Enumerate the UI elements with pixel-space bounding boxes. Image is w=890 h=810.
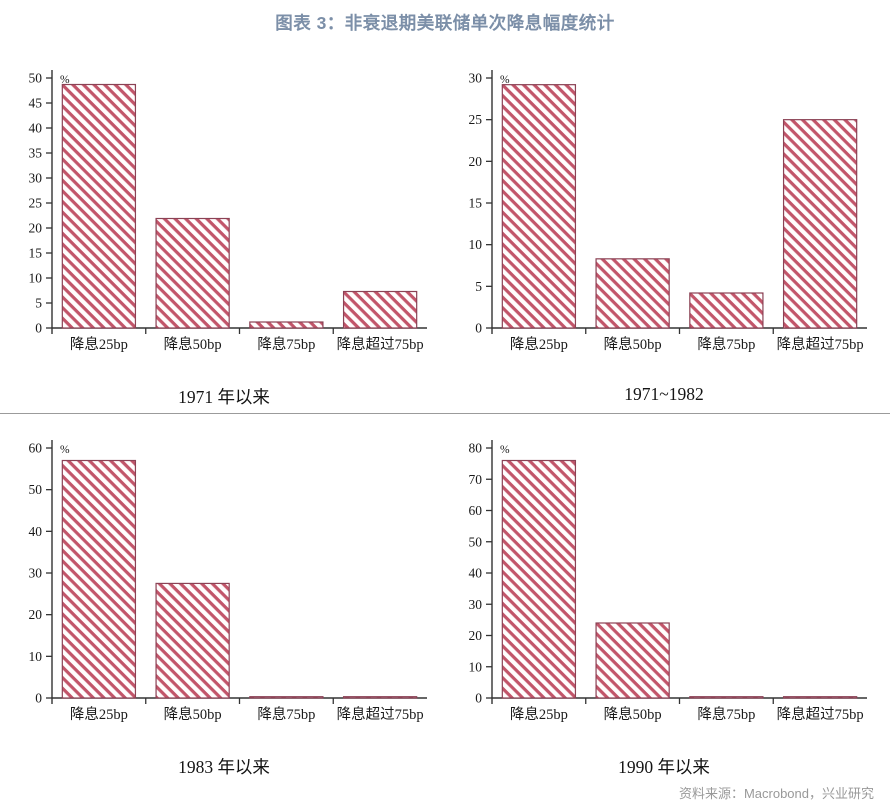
bar-chart-since-1983: 0 10 20 30 40 50 60% 降息25bp 降息50bp 降息75bp 降息超过75bp bbox=[6, 428, 442, 732]
page-title: 图表 3：非衰退期美联储单次降息幅度统计 bbox=[275, 13, 615, 33]
bar-降息75bp bbox=[689, 292, 764, 329]
x-category-label: 降息25bp bbox=[510, 336, 568, 353]
bar-降息50bp bbox=[155, 217, 230, 329]
bar-chart-since-1990: 0 10 20 30 40 50 60 70 80% 降息25bp 降息50bp 降息75bp 降息超过… bbox=[446, 428, 882, 732]
chart-caption: 1990 年以来 bbox=[618, 757, 710, 777]
bar-降息75bp bbox=[249, 696, 324, 699]
x-category-label: 降息超过75bp bbox=[777, 336, 864, 353]
chart-panel-1971-1982: 0 5 10 15 20 25 30% 降息25bp 降息50bp 降息75bp 降息超过75bp … bbox=[446, 58, 882, 405]
y-tick-label: 0 bbox=[475, 321, 482, 336]
y-tick-label: 60 bbox=[29, 441, 43, 456]
bar-降息50bp bbox=[595, 258, 670, 329]
x-category-label: 降息50bp bbox=[164, 336, 222, 353]
y-tick-label: 10 bbox=[469, 237, 483, 252]
y-tick-label: 35 bbox=[29, 146, 43, 161]
bar-降息75bp bbox=[689, 696, 764, 699]
y-tick-label: 50 bbox=[29, 71, 43, 86]
bar-chart-svg: 0 10 20 30 40 50 60 % 降息25bp 降息50bp 降息75bp 降息超过75bp bbox=[29, 440, 427, 723]
x-category-label: 降息50bp bbox=[604, 706, 662, 723]
y-tick-label: 50 bbox=[29, 482, 43, 497]
y-tick-label: 25 bbox=[469, 112, 483, 127]
x-category-label: 降息75bp bbox=[697, 706, 755, 723]
y-axis-unit-label: % bbox=[60, 444, 70, 456]
x-category-label: 降息超过75bp bbox=[777, 706, 864, 723]
y-tick-label: 30 bbox=[29, 566, 43, 581]
y-tick-label: 30 bbox=[29, 171, 43, 186]
x-category-label: 降息25bp bbox=[70, 706, 128, 723]
y-tick-label: 10 bbox=[29, 271, 43, 286]
y-tick-label: 20 bbox=[29, 607, 43, 622]
bar-降息超过75bp bbox=[342, 290, 418, 329]
y-tick-label: 20 bbox=[469, 154, 483, 169]
y-tick-label: 15 bbox=[29, 246, 43, 261]
y-axis-unit-label: % bbox=[500, 444, 510, 456]
bar-降息25bp bbox=[501, 84, 577, 329]
chart-panel-since-1983: 0 10 20 30 40 50 60% 降息25bp 降息50bp 降息75bp 降息超过75bp… bbox=[6, 428, 442, 779]
bar-降息超过75bp bbox=[782, 696, 858, 699]
chart-caption: 1971 年以来 bbox=[178, 387, 270, 407]
bar-降息超过75bp bbox=[342, 696, 418, 699]
bar-降息50bp bbox=[595, 622, 670, 699]
y-tick-label: 80 bbox=[469, 441, 483, 456]
row-divider-line bbox=[0, 413, 890, 414]
chart-caption: 1971~1982 bbox=[624, 384, 704, 404]
x-category-label: 降息75bp bbox=[697, 336, 755, 353]
bar-chart-svg: 0 5 10 15 20 25 30 35 40 45 50 % 降息25bp 降息50bp 降息75bp 降… bbox=[29, 70, 427, 353]
y-tick-label: 40 bbox=[469, 566, 483, 581]
y-axis-unit-label: % bbox=[500, 74, 510, 86]
x-category-label: 降息超过75bp bbox=[337, 336, 424, 353]
bar-降息超过75bp bbox=[782, 119, 858, 329]
bar-chart-svg: 0 5 10 15 20 25 30 % 降息25bp 降息50bp 降息75bp 降息超过75bp bbox=[469, 70, 867, 353]
bar-chart-since-1971: 0 5 10 15 20 25 30 35 40 45 50% 降息25bp 降息50bp 降息75bp 降… bbox=[6, 58, 442, 362]
data-source-note: 资料来源：Macrobond，兴业研究 bbox=[678, 786, 874, 801]
x-category-label: 降息超过75bp bbox=[337, 706, 424, 723]
y-tick-label: 20 bbox=[469, 628, 483, 643]
bar-chart-svg: 0 10 20 30 40 50 60 70 80 % 降息25bp 降息50bp 降息75bp 降息超过… bbox=[469, 440, 867, 723]
y-tick-label: 25 bbox=[29, 196, 43, 211]
y-tick-label: 0 bbox=[35, 691, 42, 706]
y-tick-label: 45 bbox=[29, 96, 43, 111]
y-tick-label: 10 bbox=[469, 659, 483, 674]
bar-降息25bp bbox=[61, 83, 137, 329]
y-tick-label: 50 bbox=[469, 534, 483, 549]
y-tick-label: 70 bbox=[469, 472, 483, 487]
y-tick-label: 60 bbox=[469, 503, 483, 518]
y-tick-label: 10 bbox=[29, 649, 43, 664]
chart-caption: 1983 年以来 bbox=[178, 757, 270, 777]
bar-降息75bp bbox=[249, 321, 324, 329]
x-category-label: 降息75bp bbox=[257, 706, 315, 723]
bar-chart-1971-1982: 0 5 10 15 20 25 30% 降息25bp 降息50bp 降息75bp 降息超过75bp bbox=[446, 58, 882, 362]
y-tick-label: 5 bbox=[475, 279, 482, 294]
x-category-label: 降息50bp bbox=[604, 336, 662, 353]
y-tick-label: 40 bbox=[29, 121, 43, 136]
y-tick-label: 5 bbox=[35, 296, 42, 311]
y-tick-label: 15 bbox=[469, 196, 483, 211]
y-tick-label: 0 bbox=[475, 691, 482, 706]
bar-降息25bp bbox=[61, 459, 137, 699]
bar-降息25bp bbox=[501, 459, 577, 699]
chart-panel-since-1971: 0 5 10 15 20 25 30 35 40 45 50% 降息25bp 降息50bp 降息75bp 降… bbox=[6, 58, 442, 409]
y-tick-label: 0 bbox=[35, 321, 42, 336]
bar-降息50bp bbox=[155, 582, 230, 699]
x-category-label: 降息25bp bbox=[70, 336, 128, 353]
y-axis-unit-label: % bbox=[60, 74, 70, 86]
y-tick-label: 40 bbox=[29, 524, 43, 539]
x-category-label: 降息25bp bbox=[510, 706, 568, 723]
x-category-label: 降息75bp bbox=[257, 336, 315, 353]
y-tick-label: 30 bbox=[469, 597, 483, 612]
y-tick-label: 20 bbox=[29, 221, 43, 236]
chart-panel-since-1990: 0 10 20 30 40 50 60 70 80% 降息25bp 降息50bp 降息75bp 降息超过… bbox=[446, 428, 882, 779]
x-category-label: 降息50bp bbox=[164, 706, 222, 723]
y-tick-label: 30 bbox=[469, 71, 483, 86]
